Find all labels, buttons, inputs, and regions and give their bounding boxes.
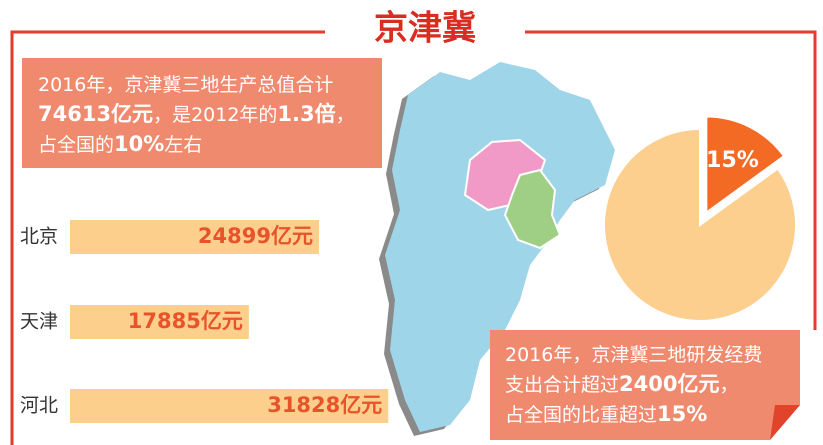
hebei — [385, 62, 615, 432]
note-line: 支出合计超过2400亿元， — [505, 372, 738, 396]
note-text: 2016年，京津冀三地生产总值合计 — [38, 74, 333, 96]
note-line: 2016年，京津冀三地生产总值合计 — [38, 74, 333, 96]
bar — [70, 220, 319, 254]
category-label: 天津 — [20, 311, 58, 333]
frame-line — [10, 30, 325, 445]
slice-label: 15% — [706, 148, 759, 173]
value-label: 17885亿元 — [128, 309, 243, 333]
note-box — [490, 330, 800, 440]
note-text: ， — [336, 104, 355, 126]
frame — [10, 30, 817, 445]
note-line: 2016年，京津冀三地研发经费 — [505, 344, 762, 366]
title: 京津冀 — [374, 9, 476, 49]
note-text: 10% — [114, 132, 164, 156]
category-label: 北京 — [20, 226, 58, 248]
note: 2016年，京津冀三地生产总值合计 74613亿元，是2012年的1.3倍， 占全国… — [38, 74, 355, 157]
note-text: 2016年，京津冀三地研发经费 — [505, 344, 762, 366]
frame-line — [525, 30, 817, 330]
note-line: 占全国的10%左右 — [38, 132, 202, 156]
map — [379, 62, 615, 436]
pie-slice — [705, 115, 786, 215]
pie-slice — [603, 127, 797, 322]
note-text: 2400亿元 — [619, 372, 719, 396]
note-text: 左右 — [164, 134, 202, 156]
tianjin — [503, 168, 562, 250]
folded-corner — [770, 405, 800, 440]
note-line: 74613亿元，是2012年的1.3倍， — [38, 102, 355, 126]
note-text: 占全国的比重超过 — [505, 404, 657, 426]
note-text: ， — [719, 374, 738, 396]
note-line: 占全国的比重超过15% — [505, 402, 707, 426]
value-label: 31828亿元 — [267, 393, 382, 417]
note-box — [22, 58, 382, 168]
note-text: 74613亿元 — [38, 102, 153, 126]
bar — [70, 305, 249, 339]
note-text: 15% — [657, 402, 707, 426]
note-text: 占全国的 — [38, 134, 114, 156]
value-label: 24899亿元 — [198, 224, 313, 248]
note-text: 支出合计超过 — [505, 374, 619, 396]
bar — [70, 389, 389, 423]
note-text: 1.3倍 — [277, 102, 335, 126]
note-text: ，是2012年的 — [153, 104, 277, 126]
category-label: 河北 — [20, 395, 58, 417]
